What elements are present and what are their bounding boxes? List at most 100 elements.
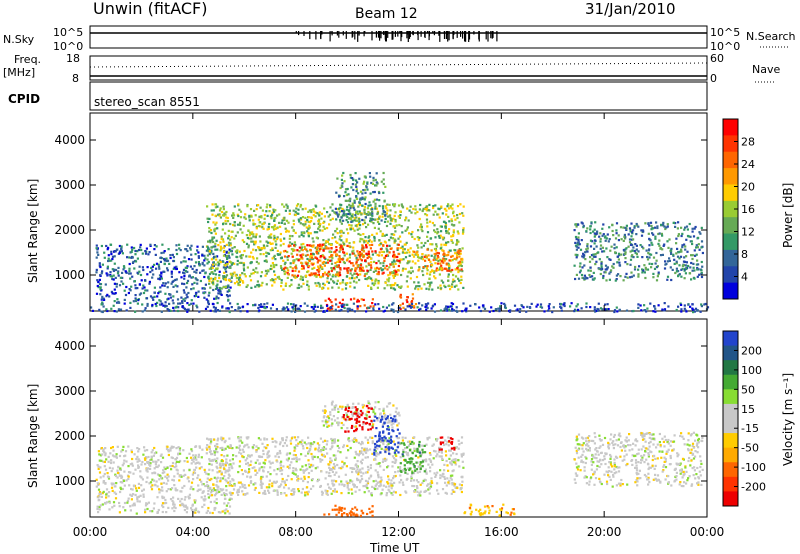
echo-cell [401,469,404,472]
nave-tick-low: 0 [710,72,717,85]
echo-cell [356,264,359,267]
echo-cell [319,259,322,262]
echo-cell [632,229,635,232]
echo-cell [186,507,189,510]
echo-cell [258,247,261,250]
echo-cell [160,453,163,456]
echo-cell [316,231,319,234]
echo-cell [392,477,395,480]
echo-cell [364,259,367,262]
echo-cell [354,183,357,186]
echo-cell [302,471,305,474]
echo-cell [244,213,247,216]
echo-cell [288,241,292,244]
echo-cell [326,211,329,214]
echo-cell [420,451,423,454]
echo-cell [312,485,315,488]
echo-cell [196,249,199,252]
echo-cell [351,308,354,311]
echo-cell [183,484,186,488]
echo-cell [291,306,294,309]
echo-cell [433,270,436,273]
echo-cell [287,269,290,272]
echo-cell [369,264,373,267]
echo-cell [307,220,310,223]
echo-cell [257,437,260,440]
echo-cell [573,264,576,267]
echo-cell [345,456,348,459]
echo-cell [377,259,380,263]
echo-cell [648,253,651,256]
echo-cell [376,212,379,216]
echo-cell [389,482,392,485]
echo-cell [340,492,343,495]
echo-cell [238,250,241,253]
echo-cell [518,310,521,313]
echo-cell [114,276,117,279]
echo-cell [225,270,228,273]
echo-cell [223,455,226,458]
beam-title: Beam 12 [355,6,418,22]
echo-cell [452,234,455,237]
echo-cell [174,506,177,510]
echo-cell [203,503,206,506]
echo-cell [207,220,210,224]
echo-cell [232,488,236,491]
echo-cell [324,299,327,302]
echo-cell [250,240,253,243]
echo-cell [359,264,363,267]
echo-cell [539,305,542,308]
echo-cell [334,458,337,461]
echo-cell [294,276,297,279]
echo-cell [323,264,326,267]
echo-cell [680,303,683,306]
echo-cell [322,448,325,451]
echo-cell [593,228,596,231]
echo-cell [283,270,286,273]
echo-cell [364,236,367,239]
echo-cell [356,250,359,253]
echo-cell [340,222,343,225]
echo-cell [170,275,173,278]
echo-cell [168,262,171,265]
echo-cell [446,477,449,480]
echo-cell [319,264,322,267]
echo-cell [374,484,377,487]
echo-cell [353,241,356,244]
echo-cell [98,453,101,456]
echo-cell [265,255,268,258]
echo-cell [285,494,288,497]
echo-cell [310,469,313,472]
echo-cell [291,488,295,491]
echo-cell [325,273,328,276]
echo-cell [125,479,128,482]
echo-cell [440,287,443,290]
echo-cell [192,478,195,481]
echo-cell [271,242,274,245]
echo-cell [701,265,704,268]
echo-cell [675,262,678,265]
echo-cell [348,440,351,443]
echo-cell [383,309,387,312]
echo-cell [161,502,165,505]
echo-cell [330,262,334,265]
echo-cell [370,181,373,185]
echo-cell [346,271,349,274]
echo-cell [104,482,107,485]
echo-cell [344,287,348,290]
echo-cell [310,452,313,456]
echo-cell [256,284,259,287]
echo-cell [699,310,702,313]
echo-cell [375,198,378,201]
echo-cell [146,461,149,464]
echo-cell [147,253,150,256]
echo-cell [379,437,383,440]
echo-cell [678,257,681,260]
echo-cell [293,304,296,308]
echo-cell [262,222,265,225]
echo-cell [149,459,152,462]
echo-cell [396,248,399,251]
echo-cell [442,261,445,264]
echo-cell [113,255,116,258]
echo-cell [254,469,257,472]
